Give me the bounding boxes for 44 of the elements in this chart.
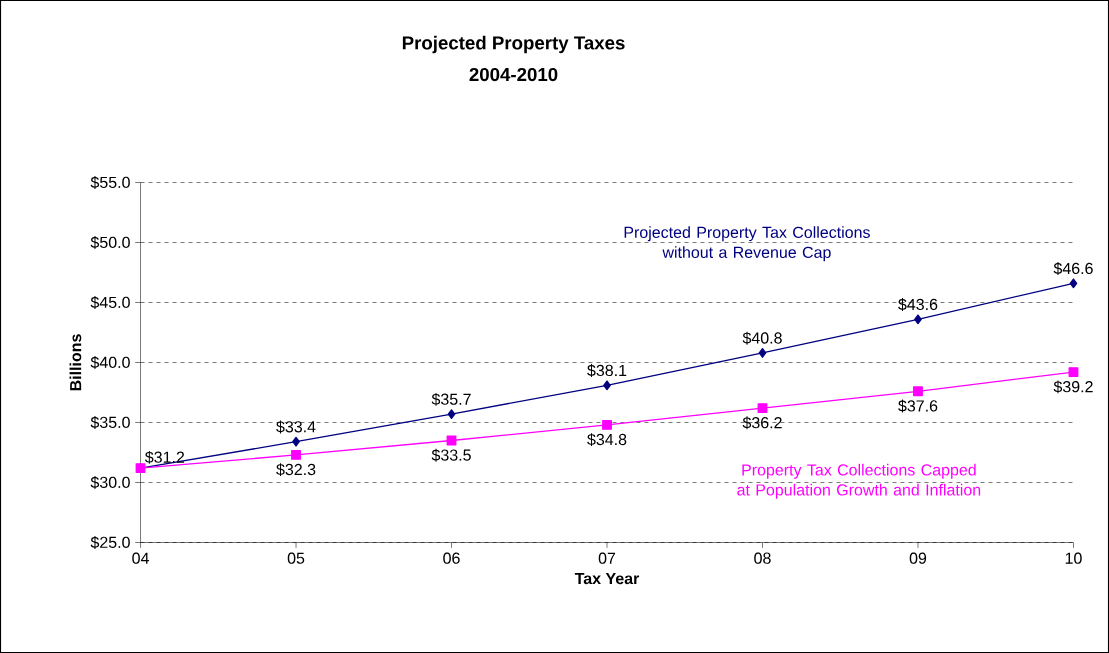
- y-tick-label: $40.0: [90, 356, 130, 369]
- point: [447, 409, 456, 420]
- y-tick-label: $45.0: [90, 296, 130, 309]
- x-axis-title: Tax Year: [574, 573, 640, 585]
- data-label: $37.6: [898, 399, 938, 413]
- point: [914, 314, 922, 325]
- data-label: $40.8: [742, 331, 782, 345]
- point: [603, 380, 611, 391]
- y-tick-label: $25.0: [90, 536, 130, 549]
- data-label: $36.2: [742, 416, 782, 430]
- point: [292, 436, 300, 447]
- point: [913, 386, 923, 397]
- data-label: $33.5: [431, 448, 471, 462]
- data-label: $39.2: [1053, 380, 1093, 394]
- point: [1068, 367, 1079, 378]
- y-tick-label: $35.0: [90, 416, 130, 429]
- data-label: $31.2: [144, 450, 185, 464]
- point: [758, 347, 767, 358]
- point: [602, 419, 612, 430]
- x-tick-label: 07: [598, 552, 616, 564]
- y-tick-label: $55.0: [90, 176, 130, 189]
- chart-title: Projected Property Taxes: [402, 35, 625, 54]
- data-label: $43.6: [898, 298, 938, 312]
- point: [757, 403, 768, 414]
- x-tick-label: 08: [754, 552, 771, 564]
- x-tick-label: 10: [1065, 552, 1082, 564]
- y-tick-label: $30.0: [90, 476, 130, 489]
- x-tick-label: 04: [132, 552, 149, 564]
- x-tick-label: 09: [909, 552, 927, 564]
- text: Projected Property Tax Collections without a Revenue Cap: [624, 226, 870, 262]
- y-axis-title: Billions: [69, 334, 82, 391]
- data-label: $32.3: [276, 463, 316, 477]
- text: Property Tax Collections Capped at Population Growth and Inflation: [737, 463, 981, 499]
- point: [291, 449, 301, 460]
- y-tick-label: $50.0: [90, 236, 130, 249]
- data-label: $38.1: [587, 364, 627, 378]
- data-label: $46.6: [1053, 262, 1093, 276]
- point: [1069, 278, 1078, 289]
- data-label: $34.8: [587, 433, 627, 447]
- chart-subtitle: 2004-2010: [469, 67, 558, 82]
- data-label: $33.4: [276, 420, 316, 434]
- x-tick-label: 06: [443, 552, 460, 564]
- x-tick-label: 05: [287, 552, 305, 564]
- data-label: $35.7: [431, 392, 471, 406]
